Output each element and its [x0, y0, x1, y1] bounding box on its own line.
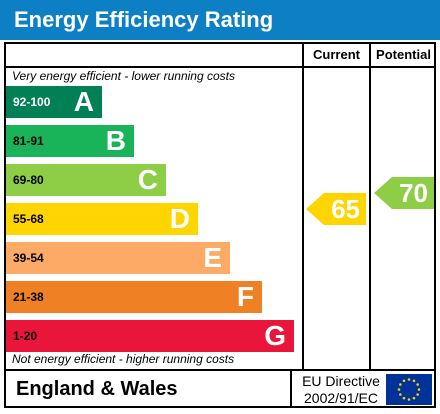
band-b: 81-91 B	[6, 125, 134, 157]
band-e: 39-54 E	[6, 242, 230, 274]
directive-line-1: EU Directive	[302, 373, 380, 389]
current-rating-value: 65	[331, 194, 360, 224]
bottom-note: Not energy efficient - higher running co…	[12, 352, 235, 366]
band-letter: E	[203, 242, 222, 273]
eu-flag-icon	[386, 374, 432, 405]
band-range-label: 92-100	[13, 95, 51, 109]
band-letter: D	[169, 203, 190, 234]
footer-region: England & Wales	[16, 378, 178, 400]
band-range-label: 1-20	[13, 329, 38, 343]
band-c: 69-80 C	[6, 164, 166, 196]
potential-rating-arrow: 70	[374, 177, 434, 209]
flag-star	[399, 393, 402, 396]
band-range-label: 39-54	[13, 251, 44, 265]
directive-line-2: 2002/91/EC	[304, 390, 378, 406]
page-title: Energy Efficiency Rating	[14, 7, 274, 32]
potential-rating-value: 70	[399, 178, 428, 208]
top-note: Very energy efficient - lower running co…	[12, 69, 235, 83]
band-d: 55-68 D	[6, 203, 198, 235]
band-letter: B	[105, 125, 126, 156]
band-range-label: 55-68	[13, 212, 44, 226]
band-f: 21-38 F	[6, 281, 262, 313]
band-range-label: 81-91	[13, 134, 44, 148]
column-header-potential: Potential	[376, 47, 431, 62]
flag-star	[407, 378, 411, 381]
current-rating-arrow: 65	[306, 193, 366, 225]
footer-divider-left	[290, 370, 292, 408]
footer-directive: EU Directive 2002/91/EC	[296, 373, 386, 407]
band-g: 1-20 G	[6, 320, 294, 352]
band-range-label: 21-38	[13, 290, 44, 304]
column-divider-current	[302, 42, 304, 370]
rating-frame	[4, 42, 436, 408]
column-divider-potential	[369, 42, 371, 370]
flag-star	[412, 379, 416, 383]
flag-star	[416, 383, 419, 386]
flag-star	[416, 393, 419, 396]
band-letter: G	[264, 320, 286, 351]
flag-star	[412, 396, 416, 400]
band-range-label: 69-80	[13, 173, 44, 187]
band-a: 92-100 A	[6, 86, 102, 118]
band-letter: C	[137, 164, 158, 195]
band-letter: A	[73, 86, 94, 117]
current-arrow-shape	[306, 193, 366, 225]
potential-arrow-shape	[374, 177, 434, 209]
flag-star	[402, 379, 406, 383]
flag-star	[397, 388, 401, 391]
band-letter: F	[236, 281, 254, 312]
header-divider	[4, 66, 436, 68]
column-header-current: Current	[313, 47, 360, 62]
flag-star	[399, 383, 402, 386]
title-bar	[0, 0, 440, 40]
flag-star	[417, 388, 421, 391]
footer-divider	[4, 369, 436, 371]
flag-star	[402, 396, 406, 400]
flag-star	[407, 398, 411, 401]
